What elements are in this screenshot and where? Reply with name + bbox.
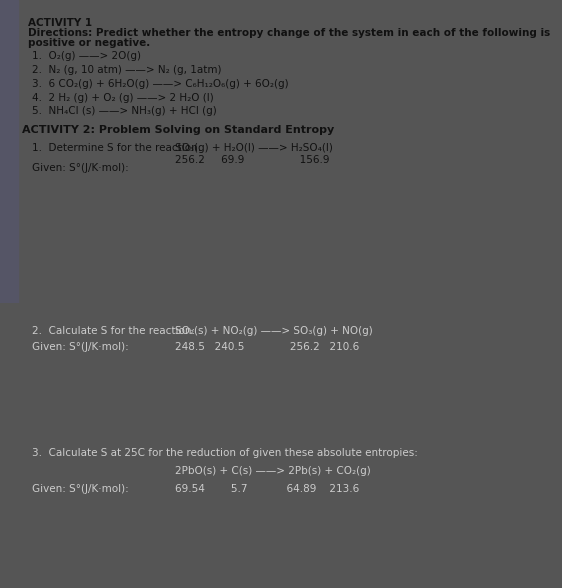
Text: 1.  O₂(g) ——> 2O(g): 1. O₂(g) ——> 2O(g) bbox=[32, 51, 141, 61]
Text: Given: S°(J/K·mol):: Given: S°(J/K·mol): bbox=[32, 163, 129, 173]
Text: 256.2     69.9                 156.9: 256.2 69.9 156.9 bbox=[175, 155, 329, 165]
Text: 2.  N₂ (g, 10 atm) ——> N₂ (g, 1atm): 2. N₂ (g, 10 atm) ——> N₂ (g, 1atm) bbox=[32, 65, 221, 75]
Text: 1.  Determine S for the reaction:: 1. Determine S for the reaction: bbox=[32, 143, 201, 153]
Text: Directions: Predict whether the entropy change of the system in each of the foll: Directions: Predict whether the entropy … bbox=[28, 28, 550, 38]
Text: ACTIVITY 1: ACTIVITY 1 bbox=[28, 18, 92, 28]
Text: SO₃(g) + H₂O(l) ——> H₂SO₄(l): SO₃(g) + H₂O(l) ——> H₂SO₄(l) bbox=[175, 143, 333, 153]
Text: 5.  NH₄Cl (s) ——> NH₃(g) + HCl (g): 5. NH₄Cl (s) ——> NH₃(g) + HCl (g) bbox=[32, 106, 217, 116]
Text: positive or negative.: positive or negative. bbox=[28, 38, 150, 48]
Text: Given: S°(J/K·mol):: Given: S°(J/K·mol): bbox=[32, 484, 129, 494]
Text: 69.54        5.7            64.89    213.6: 69.54 5.7 64.89 213.6 bbox=[175, 484, 359, 494]
Bar bbox=[0, 0, 18, 303]
Text: 2PbO(s) + C(s) ——> 2Pb(s) + CO₂(g): 2PbO(s) + C(s) ——> 2Pb(s) + CO₂(g) bbox=[175, 466, 371, 476]
Text: 3.  6 CO₂(g) + 6H₂O(g) ——> C₆H₁₂O₆(g) + 6O₂(g): 3. 6 CO₂(g) + 6H₂O(g) ——> C₆H₁₂O₆(g) + 6… bbox=[32, 79, 289, 89]
Text: SO₂(s) + NO₂(g) ——> SO₃(g) + NO(g): SO₂(s) + NO₂(g) ——> SO₃(g) + NO(g) bbox=[175, 326, 373, 336]
Text: 3.  Calculate S at 25C for the reduction of given these absolute entropies:: 3. Calculate S at 25C for the reduction … bbox=[32, 448, 418, 458]
Text: 248.5   240.5              256.2   210.6: 248.5 240.5 256.2 210.6 bbox=[175, 342, 359, 352]
Text: ACTIVITY 2: Problem Solving on Standard Entropy: ACTIVITY 2: Problem Solving on Standard … bbox=[22, 125, 334, 135]
Text: 4.  2 H₂ (g) + O₂ (g) ——> 2 H₂O (l): 4. 2 H₂ (g) + O₂ (g) ——> 2 H₂O (l) bbox=[32, 93, 214, 103]
Text: Given: S°(J/K·mol):: Given: S°(J/K·mol): bbox=[32, 342, 129, 352]
Text: 2.  Calculate S for the reaction:: 2. Calculate S for the reaction: bbox=[32, 326, 195, 336]
